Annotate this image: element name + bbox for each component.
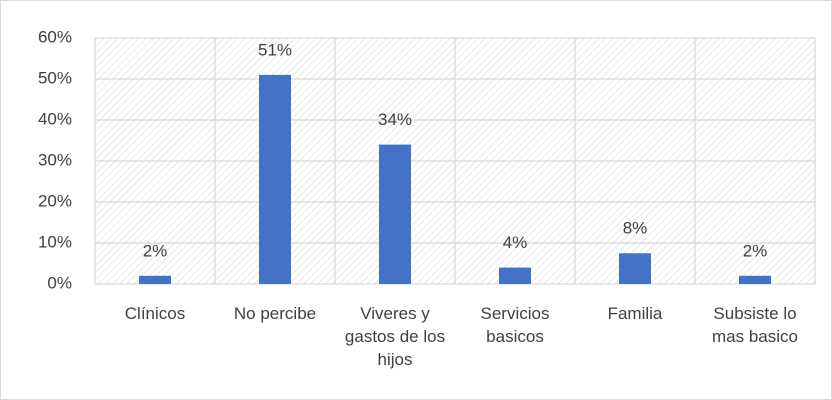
data-label: 4%: [503, 233, 528, 252]
x-tick-label: Viveres y gastos de los hijos: [344, 304, 446, 369]
data-label: 2%: [743, 241, 768, 260]
y-tick-label: 60%: [38, 27, 72, 46]
bar: [739, 275, 771, 284]
bar: [139, 275, 171, 284]
x-tick-label: Servicios basicos: [480, 304, 550, 346]
y-tick-label: 40%: [38, 109, 72, 128]
data-label: 2%: [143, 241, 168, 260]
x-tick-label: No percibe: [233, 304, 317, 323]
data-label: 8%: [623, 219, 648, 238]
y-tick-label: 10%: [38, 232, 72, 251]
bar: [619, 253, 651, 284]
x-tick-label: Subsiste lo mas basico: [712, 304, 798, 346]
x-tick-label: Familia: [607, 304, 663, 323]
bar: [259, 74, 291, 285]
bar: [379, 144, 411, 284]
bar: [499, 267, 531, 284]
x-tick-label: Clínicos: [124, 304, 186, 323]
y-tick-label: 30%: [38, 150, 72, 169]
y-tick-label: 0%: [47, 273, 72, 292]
y-tick-label: 50%: [38, 68, 72, 87]
data-label: 34%: [378, 110, 412, 129]
data-label: 51%: [258, 40, 292, 59]
y-tick-label: 20%: [38, 191, 72, 210]
